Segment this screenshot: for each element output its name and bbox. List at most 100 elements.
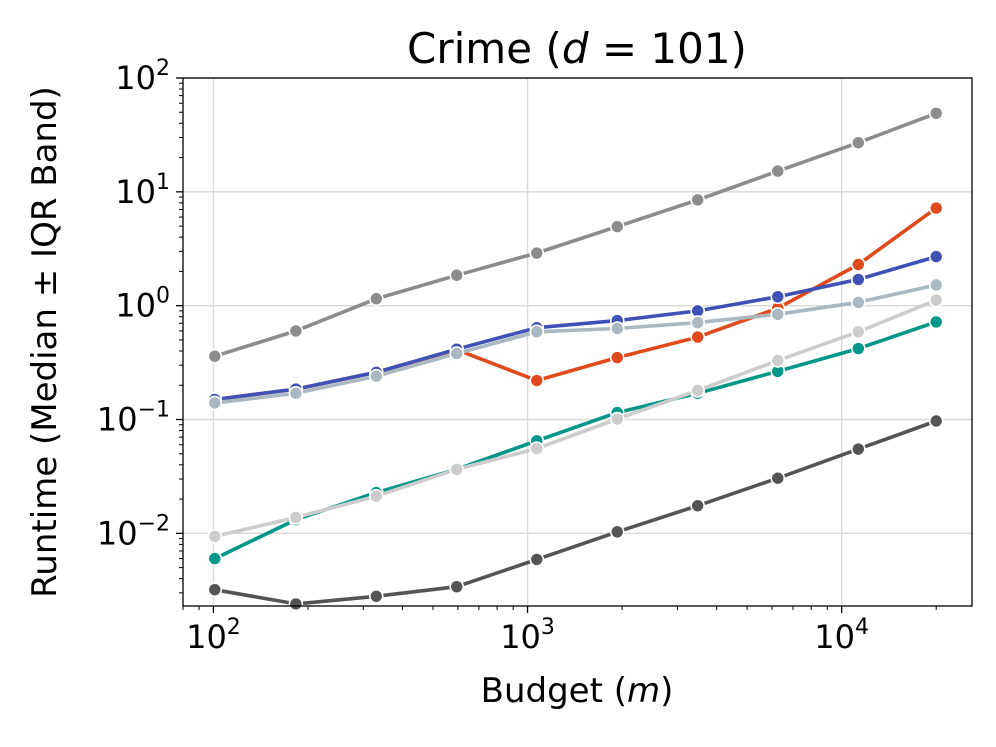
- data-point: [529, 245, 545, 261]
- data-point: [851, 341, 866, 356]
- xlabel-suffix: ): [660, 671, 673, 711]
- data-point: [851, 295, 866, 310]
- series-line: [214, 254, 937, 402]
- series-7: [207, 413, 944, 612]
- data-point: [928, 105, 944, 121]
- data-point: [770, 289, 786, 304]
- data-point: [207, 529, 223, 544]
- y-tick-label: 100: [115, 284, 170, 325]
- data-point: [529, 441, 545, 456]
- data-point: [928, 292, 944, 308]
- data-point: [288, 596, 304, 612]
- data-point: [207, 348, 223, 364]
- tick-exponent: 4: [855, 615, 869, 640]
- data-point: [449, 346, 465, 361]
- tick-base: 10: [97, 514, 138, 552]
- data-point: [369, 488, 384, 504]
- data-point: [770, 306, 786, 322]
- series-line: [214, 206, 938, 402]
- x-tick-label: 103: [500, 615, 555, 656]
- data-point: [609, 411, 625, 427]
- tick-base: 10: [115, 287, 156, 325]
- title-prefix: Crime (: [407, 24, 562, 73]
- tick-exponent: 2: [156, 56, 170, 81]
- data-point: [851, 135, 866, 151]
- series-5: [207, 314, 944, 566]
- data-point: [851, 272, 866, 287]
- data-point: [369, 291, 384, 307]
- tick-base: 10: [97, 401, 138, 439]
- tick-exponent: −1: [138, 398, 170, 423]
- x-tick-label: 102: [186, 615, 241, 656]
- y-tick-label: 10−1: [97, 398, 170, 439]
- data-point: [369, 368, 384, 384]
- data-point: [609, 524, 625, 540]
- data-point: [928, 314, 944, 330]
- data-point: [851, 441, 866, 457]
- series-line: [214, 419, 937, 606]
- data-point: [449, 267, 465, 283]
- series-line: [214, 298, 937, 539]
- data-point: [449, 579, 465, 594]
- y-tick-label: 102: [115, 56, 170, 97]
- data-point: [207, 582, 223, 597]
- data-point: [529, 324, 545, 340]
- series-6: [207, 292, 944, 544]
- grid: [183, 77, 972, 606]
- data-point: [770, 163, 786, 179]
- data-point: [928, 200, 944, 216]
- series-3: [207, 249, 944, 407]
- series-4: [207, 277, 944, 411]
- data-point: [770, 353, 786, 368]
- series-line: [214, 283, 937, 405]
- data-point: [288, 385, 304, 401]
- tick-base: 10: [115, 59, 156, 97]
- data-point: [609, 350, 625, 365]
- data-point: [770, 470, 786, 486]
- series-group: [207, 105, 944, 612]
- data-point: [851, 324, 866, 340]
- data-point: [369, 588, 384, 604]
- data-point: [690, 383, 705, 398]
- data-point: [609, 219, 625, 234]
- data-point: [690, 315, 705, 330]
- data-point: [690, 498, 705, 513]
- data-point: [851, 257, 866, 272]
- data-point: [207, 395, 223, 411]
- title-suffix: ): [731, 24, 747, 73]
- xlabel-variable: m: [627, 671, 660, 711]
- tick-base: 10: [500, 618, 541, 656]
- data-point: [690, 329, 705, 345]
- data-point: [529, 552, 545, 567]
- x-tick-label: 104: [814, 615, 869, 656]
- chart-title: Crime (d = 101): [407, 24, 747, 73]
- tick-exponent: −2: [138, 511, 170, 536]
- series-line: [214, 320, 937, 561]
- data-point: [529, 373, 545, 388]
- title-equation: = 101: [588, 24, 730, 73]
- tick-exponent: 0: [156, 284, 170, 309]
- series-1: [207, 105, 944, 364]
- tick-exponent: 3: [541, 615, 555, 640]
- y-tick-label: 101: [115, 170, 170, 211]
- data-point: [609, 321, 625, 336]
- tick-exponent: 2: [227, 615, 241, 640]
- tick-exponent: 1: [156, 170, 170, 195]
- plot-frame: [182, 77, 973, 607]
- xlabel-prefix: Budget (: [481, 671, 627, 711]
- x-axis-label: Budget (m): [481, 671, 674, 711]
- data-point: [288, 510, 304, 525]
- data-point: [449, 462, 465, 477]
- y-axis-label: Runtime (Median ± IQR Band): [25, 86, 65, 598]
- data-point: [928, 413, 944, 429]
- data-point: [207, 551, 223, 566]
- y-tick-label: 10−2: [97, 511, 170, 552]
- tick-base: 10: [186, 618, 227, 656]
- tick-base: 10: [115, 173, 156, 211]
- tick-base: 10: [814, 618, 855, 656]
- data-point: [288, 323, 304, 339]
- series-2: [207, 200, 944, 407]
- data-point: [690, 192, 705, 208]
